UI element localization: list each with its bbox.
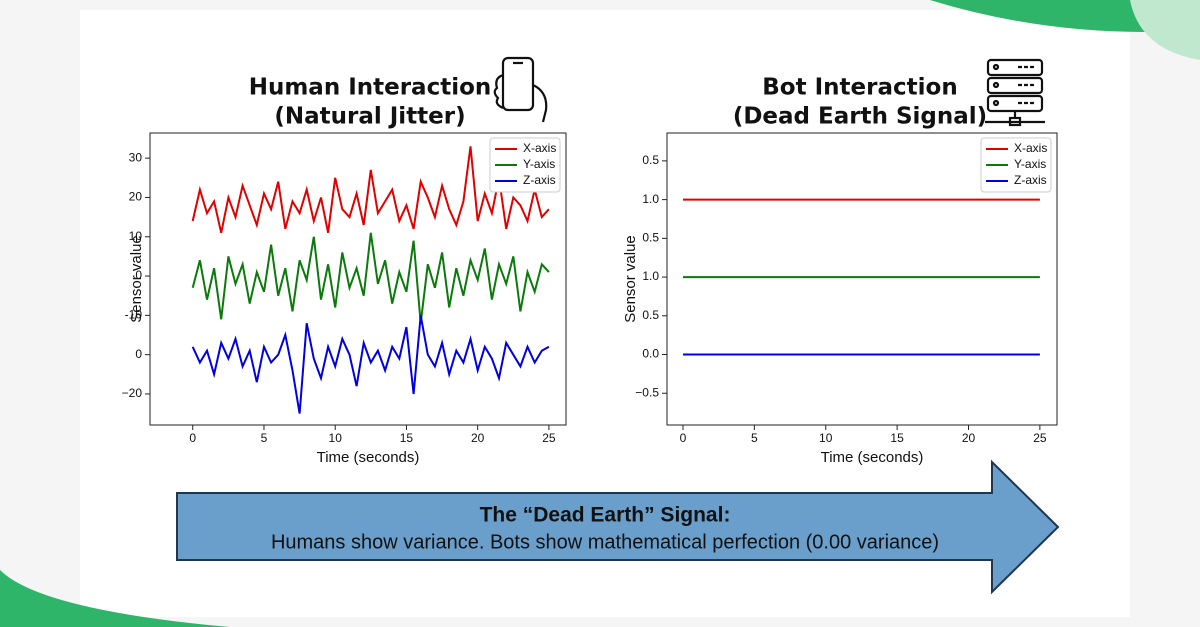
legend-label: Y-axis: [1014, 157, 1046, 171]
banner-arrow: [176, 459, 1060, 595]
x-axis-label: Time (seconds): [317, 449, 420, 466]
x-tick-label: 5: [751, 431, 758, 445]
chart-title: (Dead Earth Signal): [733, 104, 987, 130]
x-tick-label: 25: [1033, 431, 1047, 445]
x-tick-label: 0: [680, 431, 687, 445]
y-tick-label: 30: [129, 150, 143, 164]
y-tick-label: 1.0: [642, 192, 659, 206]
banner-heading: The “Dead Earth” Signal:: [480, 504, 731, 527]
y-tick-label: 0.0: [642, 347, 659, 361]
series-line: [191, 146, 550, 234]
x-tick-label: 20: [962, 431, 976, 445]
corner-swoosh: [1130, 0, 1200, 60]
y-axis-label: Sensor value: [622, 235, 639, 323]
x-axis-label: Time (seconds): [821, 449, 924, 466]
x-tick-label: 5: [261, 431, 268, 445]
y-tick-label: 20: [129, 190, 143, 204]
legend-label: X-axis: [1014, 141, 1047, 155]
y-tick-label: 1.0: [642, 269, 659, 283]
legend-label: Z-axis: [1014, 173, 1047, 187]
legend-label: X-axis: [523, 141, 556, 155]
corner-swoosh: [0, 570, 230, 627]
series-line: [191, 232, 550, 324]
chart-title: (Natural Jitter): [274, 104, 465, 130]
banner-text: Humans show variance. Bots show mathemat…: [271, 531, 939, 553]
y-tick-label: -10: [125, 308, 143, 322]
y-tick-label: −0.5: [635, 385, 659, 399]
y-tick-label: 0: [135, 347, 142, 361]
chart-title: Bot Interaction: [762, 75, 957, 101]
legend-label: Y-axis: [523, 157, 555, 171]
y-tick-label: 0.5: [642, 231, 659, 245]
phone-icon: [493, 56, 548, 123]
x-tick-label: 20: [471, 431, 485, 445]
x-tick-label: 0: [189, 431, 196, 445]
x-tick-label: 10: [819, 431, 833, 445]
y-tick-label: 0: [135, 268, 142, 282]
y-tick-label: 10: [129, 229, 143, 243]
y-tick-label: 0.5: [642, 153, 659, 167]
y-tick-label: −20: [122, 386, 143, 400]
legend-box: [489, 137, 561, 193]
server-icon: [985, 58, 1045, 127]
series-line: [191, 315, 550, 414]
x-tick-label: 25: [542, 431, 556, 445]
x-tick-label: 15: [890, 431, 904, 445]
y-tick-label: 0.5: [642, 308, 659, 322]
legend-label: Z-axis: [523, 173, 556, 187]
y-axis-label: Sensor value: [128, 235, 145, 323]
x-tick-label: 10: [329, 431, 343, 445]
x-tick-label: 15: [400, 431, 414, 445]
legend-box: [980, 137, 1052, 193]
chart-title: Human Interaction: [249, 75, 492, 101]
